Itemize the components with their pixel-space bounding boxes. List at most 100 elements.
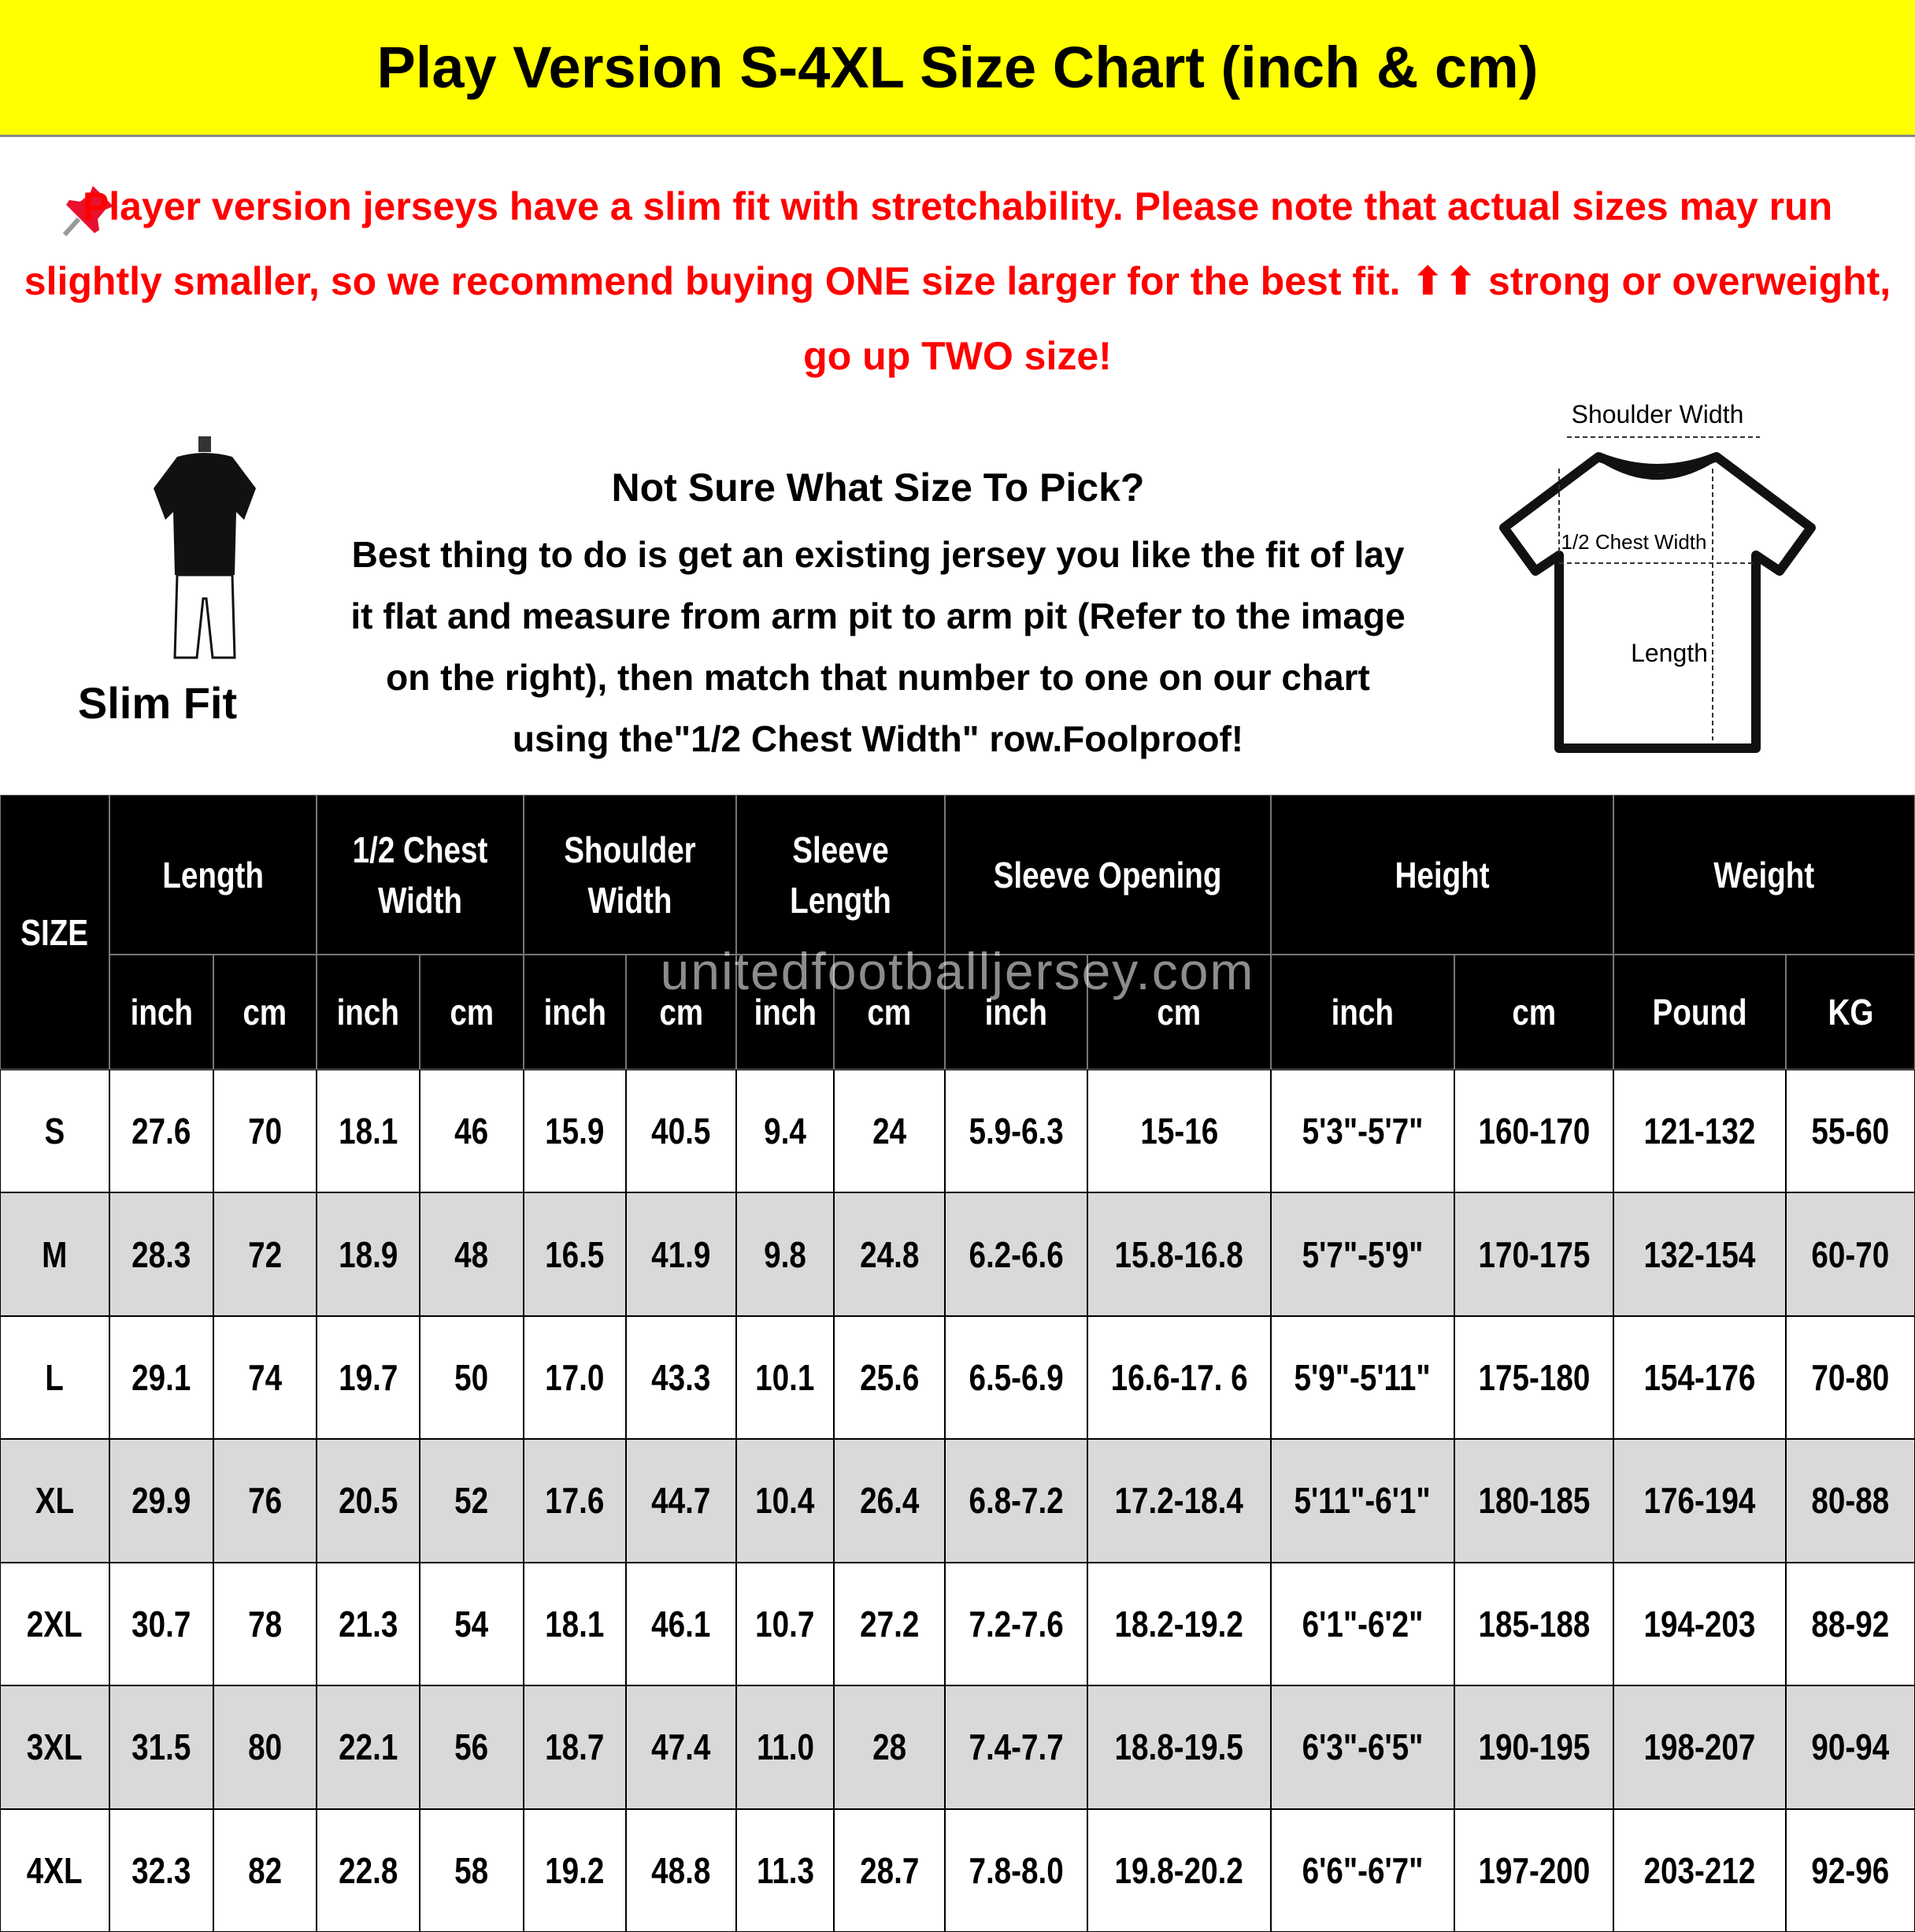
notice-text: Player version jerseys have a slim fit w… <box>24 184 1891 378</box>
table-cell: 121-132 <box>1613 1070 1786 1193</box>
mannequin-icon <box>154 436 256 659</box>
title: Play Version S-4XL Size Chart (inch & cm… <box>0 0 1915 137</box>
table-cell-text: 160-170 <box>1478 1111 1590 1152</box>
group-header: 1/2 Chest Width <box>317 795 524 955</box>
table-cell: 15.8-16.8 <box>1087 1192 1271 1316</box>
group-header-text: Length <box>162 854 264 896</box>
sub-header: cm <box>213 955 317 1070</box>
size-cell-text: S <box>44 1111 65 1152</box>
table-cell: 5.9-6.3 <box>945 1070 1087 1193</box>
table-cell-text: 21.3 <box>338 1603 398 1645</box>
table-cell: 7.2-7.6 <box>945 1562 1087 1686</box>
chest-label: 1/2 Chest Width <box>1561 530 1707 554</box>
fit-label: Slim Fit <box>77 678 238 728</box>
table-cell: 5'3"-5'7" <box>1271 1070 1454 1193</box>
table-cell-text: 30.7 <box>131 1603 191 1645</box>
table-cell-text: 6'6"-6'7" <box>1302 1849 1424 1891</box>
sub-header: inch <box>945 955 1087 1070</box>
table-cell-text: 170-175 <box>1478 1233 1590 1275</box>
table-cell-text: 27.2 <box>859 1603 920 1645</box>
size-cell: M <box>0 1192 109 1316</box>
table-cell-text: 72 <box>248 1233 282 1275</box>
table-cell: 92-96 <box>1786 1808 1915 1932</box>
table-cell-text: 198-207 <box>1643 1726 1756 1768</box>
sub-header-text: cm <box>1512 992 1556 1033</box>
size-cell: 2XL <box>0 1562 109 1686</box>
table-cell-text: 41.9 <box>651 1233 711 1275</box>
table-cell: 90-94 <box>1786 1685 1915 1809</box>
size-cell-text: L <box>45 1357 65 1399</box>
table-cell: 24.8 <box>834 1192 945 1316</box>
table-cell-text: 47.4 <box>651 1726 711 1768</box>
table-cell-text: 92-96 <box>1811 1849 1890 1891</box>
table-cell-text: 19.8-20.2 <box>1114 1849 1244 1891</box>
table-cell-text: 17.6 <box>545 1480 605 1522</box>
table-cell-text: 48 <box>454 1233 489 1275</box>
table-cell-text: 82 <box>248 1849 282 1891</box>
group-header: Length <box>109 795 317 955</box>
size-cell-text: XL <box>35 1480 75 1522</box>
table-cell: 5'11"-6'1" <box>1271 1439 1454 1563</box>
table-cell-text: 78 <box>248 1603 282 1645</box>
table-cell: 5'7"-5'9" <box>1271 1192 1454 1316</box>
sub-header: KG <box>1786 955 1915 1070</box>
table-cell: 29.1 <box>109 1315 213 1440</box>
sub-header: cm <box>420 955 524 1070</box>
table-cell: 11.3 <box>736 1808 834 1932</box>
table-cell-text: 5'9"-5'11" <box>1294 1357 1432 1399</box>
table-cell-text: 29.9 <box>131 1480 191 1522</box>
table-cell-text: 48.8 <box>651 1849 711 1891</box>
table-cell: 32.3 <box>109 1808 213 1932</box>
table-cell: 16.6-17. 6 <box>1087 1315 1271 1440</box>
table-cell-text: 18.2-19.2 <box>1114 1603 1244 1645</box>
table-cell: 6.2-6.6 <box>945 1192 1087 1316</box>
table-cell: 47.4 <box>626 1685 736 1809</box>
group-header-text: Height <box>1395 854 1490 896</box>
table-cell: 22.8 <box>317 1808 420 1932</box>
table-cell: 176-194 <box>1613 1439 1786 1563</box>
table-cell: 6.5-6.9 <box>945 1315 1087 1440</box>
table-cell-text: 9.4 <box>764 1111 806 1152</box>
pin-icon <box>62 186 113 237</box>
table-cell-text: 6.2-6.6 <box>969 1233 1064 1275</box>
table-cell: 9.8 <box>736 1192 834 1316</box>
table-cell-text: 58 <box>454 1849 489 1891</box>
table-cell: 78 <box>213 1562 317 1686</box>
table-cell-text: 10.7 <box>755 1603 815 1645</box>
sub-header-text: Pound <box>1652 992 1747 1033</box>
table-cell: 170-175 <box>1454 1192 1613 1316</box>
table-cell: 48.8 <box>626 1808 736 1932</box>
table-cell: 20.5 <box>317 1439 420 1563</box>
table-cell-text: 15.9 <box>545 1111 605 1152</box>
table-cell: 5'9"-5'11" <box>1271 1315 1454 1440</box>
table-cell: 29.9 <box>109 1439 213 1563</box>
size-cell: 3XL <box>0 1685 109 1809</box>
table-cell-text: 29.1 <box>131 1357 191 1399</box>
table-cell-text: 76 <box>248 1480 282 1522</box>
table-cell: 11.0 <box>736 1685 834 1809</box>
table-cell-text: 5'11"-6'1" <box>1294 1480 1432 1522</box>
table-cell-text: 19.2 <box>545 1849 605 1891</box>
table-cell: 6.8-7.2 <box>945 1439 1087 1563</box>
table-cell: 160-170 <box>1454 1070 1613 1193</box>
table-cell-text: 17.2-18.4 <box>1114 1480 1244 1522</box>
table-cell: 18.2-19.2 <box>1087 1562 1271 1686</box>
table-cell: 19.2 <box>524 1808 626 1932</box>
table-cell-text: 88-92 <box>1811 1603 1890 1645</box>
table-cell: 25.6 <box>834 1315 945 1440</box>
table-cell-text: 31.5 <box>131 1726 191 1768</box>
table-cell: 88-92 <box>1786 1562 1915 1686</box>
size-cell: L <box>0 1315 109 1440</box>
sub-header: inch <box>736 955 834 1070</box>
group-header: Weight <box>1613 795 1915 955</box>
table-cell: 18.1 <box>524 1562 626 1686</box>
sub-header-text: cm <box>867 992 912 1033</box>
size-cell-text: 3XL <box>27 1726 83 1768</box>
tshirt-diagram: Shoulder Width 1/2 Chest Width Length <box>1499 400 1816 753</box>
table-cell-text: 70-80 <box>1811 1357 1890 1399</box>
table-cell: 16.5 <box>524 1192 626 1316</box>
table-cell-text: 185-188 <box>1478 1603 1590 1645</box>
sub-header-text: cm <box>659 992 703 1033</box>
shoulder-label: Shoulder Width <box>1572 400 1744 428</box>
